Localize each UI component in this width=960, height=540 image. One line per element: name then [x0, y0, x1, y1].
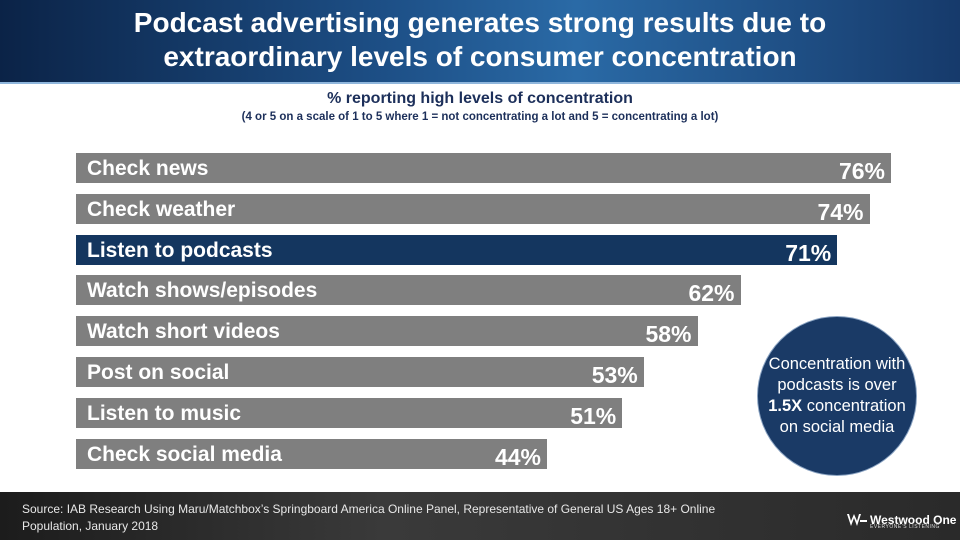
callout-circle: Concentration with podcasts is over 1.5X…: [757, 316, 917, 476]
bar-value-label: 71%: [785, 239, 832, 266]
source-note: Source: IAB Research Using Maru/Matchbox…: [22, 502, 716, 533]
bar-post-on-social: Post on social 53%: [75, 356, 645, 388]
page-title-line-1: Podcast advertising generates strong res…: [133, 7, 827, 38]
chart-subtitle: (4 or 5 on a scale of 1 to 5 where 1 = n…: [241, 111, 719, 123]
bar-value-label: 62%: [688, 280, 735, 307]
bar-value-label: 74%: [817, 198, 864, 225]
page-title: Podcast advertising generates strong res…: [0, 6, 960, 74]
bar-check-social-media: Check social media 44%: [75, 437, 548, 470]
bar-listen-to-podcasts: Listen to podcasts 71%: [75, 233, 839, 266]
page-title-line-2: extraordinary levels of consumer concent…: [163, 41, 797, 72]
bar-check-news: Check news 76%: [75, 152, 892, 184]
bar-label: Listen to podcasts: [87, 238, 273, 262]
bar-label: Listen to music: [87, 401, 242, 425]
title-banner: Podcast advertising generates strong res…: [0, 0, 960, 84]
footer-bar: Source: IAB Research Using Maru/Matchbox…: [0, 492, 960, 540]
bar-label: Check social media: [87, 442, 282, 466]
bar-listen-to-music: Listen to music 51%: [75, 396, 624, 429]
bar-check-weather: Check weather 74%: [75, 192, 871, 225]
bar-watch-shows-episodes: Watch shows/episodes 62%: [75, 274, 742, 307]
bar-value-label: 58%: [645, 321, 692, 348]
bar-value-label: 44%: [494, 443, 541, 470]
bar-watch-short-videos: Watch short videos 58%: [75, 315, 699, 348]
callout-text: Concentration with podcasts is over 1.5X…: [767, 354, 907, 438]
callout-emphasis: 1.5X: [768, 397, 803, 415]
bar-value-label: 51%: [570, 402, 617, 429]
logo-name: Westwood One: [870, 512, 957, 527]
callout-text-start: Concentration with podcasts is over: [768, 355, 906, 394]
logo-w-icon: [847, 513, 867, 526]
bar-label: Post on social: [87, 361, 230, 384]
westwood-one-logo: Westwood One EVERYONE’S LISTENING: [847, 511, 957, 530]
callout-text-end: concentration on social media: [779, 397, 906, 436]
bar-value-label: 76%: [838, 158, 885, 184]
bar-label: Check weather: [87, 197, 236, 221]
bar-label: Watch shows/episodes: [87, 279, 318, 303]
bar-value-label: 53%: [591, 362, 638, 388]
bar-label: Watch short videos: [87, 320, 280, 344]
bar-label: Check news: [87, 157, 209, 180]
chart-title: % reporting high levels of concentration: [327, 90, 633, 107]
logo-tagline: EVERYONE’S LISTENING: [870, 524, 940, 530]
